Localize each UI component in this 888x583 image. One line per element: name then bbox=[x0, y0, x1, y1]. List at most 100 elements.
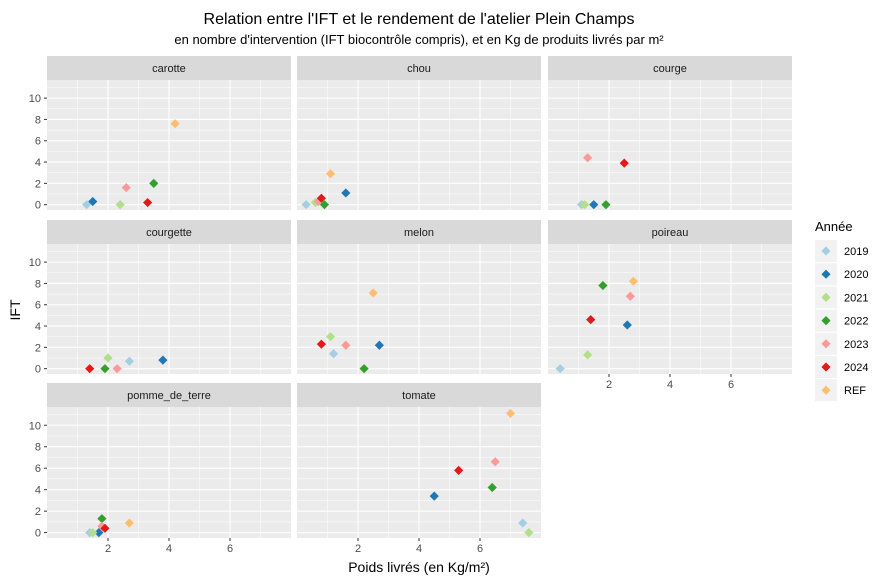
data-point-pomme_de_terre-2021 bbox=[88, 528, 98, 538]
data-point-poireau-2020 bbox=[622, 320, 632, 330]
data-point-courge-2024 bbox=[619, 158, 629, 168]
y-tick-label: 0 bbox=[35, 528, 41, 540]
data-point-melon-2024 bbox=[316, 339, 326, 349]
data-point-melon-2020 bbox=[374, 340, 384, 350]
y-tick-label: 6 bbox=[35, 300, 41, 312]
facet-strip-label: carotte bbox=[152, 63, 186, 75]
x-tick-label: 4 bbox=[416, 543, 422, 555]
data-point-courge-2022 bbox=[601, 200, 611, 210]
legend-key-2019 bbox=[821, 246, 831, 256]
facet-strip-label: chou bbox=[407, 63, 431, 75]
data-point-courgette-2021 bbox=[103, 353, 113, 363]
x-axis-title: Poids livrés (en Kg/m²) bbox=[348, 559, 490, 575]
y-tick-label: 0 bbox=[35, 200, 41, 212]
facet-strip-label: pomme_de_terre bbox=[127, 390, 211, 402]
x-tick-label: 2 bbox=[355, 543, 361, 555]
data-point-tomate-2021 bbox=[524, 528, 534, 538]
data-point-pomme_de_terre-2024 bbox=[100, 523, 110, 533]
data-point-carotte-2019 bbox=[82, 200, 92, 210]
y-tick-label: 8 bbox=[35, 114, 41, 126]
y-tick-label: 4 bbox=[35, 321, 41, 333]
legend-label-2024: 2024 bbox=[844, 362, 868, 374]
data-point-chou-2022 bbox=[319, 200, 330, 210]
data-point-poireau-REF bbox=[628, 276, 638, 286]
legend-key-2021 bbox=[821, 292, 831, 302]
data-point-poireau-2019 bbox=[555, 364, 565, 374]
legend-label-2019: 2019 bbox=[844, 246, 868, 258]
y-tick-label: 8 bbox=[35, 278, 41, 290]
x-tick-label: 2 bbox=[105, 543, 111, 555]
data-point-carotte-2022 bbox=[149, 178, 159, 188]
data-point-melon-2019 bbox=[329, 349, 339, 359]
facet-strip bbox=[47, 56, 291, 80]
data-point-tomate-2022 bbox=[487, 482, 497, 493]
data-point-courge-2023 bbox=[583, 153, 593, 163]
data-point-chou-2020 bbox=[341, 188, 351, 198]
legend: Année 2019 2020 2021 2022 2023 2024 REF bbox=[815, 219, 868, 402]
data-point-courge-2020 bbox=[589, 200, 599, 210]
chart-subtitle: en nombre d'intervention (IFT biocontrôl… bbox=[174, 32, 664, 47]
legend-key-2020 bbox=[821, 269, 831, 279]
x-tick-label: 2 bbox=[606, 379, 612, 391]
facet-strip-label: poireau bbox=[652, 227, 689, 239]
y-tick-label: 6 bbox=[35, 463, 41, 475]
facet-strip bbox=[297, 220, 541, 244]
y-tick-label: 4 bbox=[35, 485, 41, 497]
facet-melon: melon bbox=[297, 220, 541, 374]
legend-key-REF bbox=[821, 385, 831, 395]
data-point-tomate-2019 bbox=[518, 518, 528, 528]
data-point-melon-2021 bbox=[325, 332, 336, 342]
data-point-carotte-2020 bbox=[88, 196, 98, 207]
y-tick-label: 6 bbox=[35, 136, 41, 148]
data-point-tomate-2024 bbox=[454, 465, 464, 475]
facet-strip bbox=[297, 56, 541, 80]
data-point-poireau-2021 bbox=[583, 350, 593, 360]
facet-panels: carotte 0 2 4 6 8 10 chou courge courgette 0 2 4 6 8 10… bbox=[29, 56, 792, 555]
facet-strip bbox=[47, 220, 291, 244]
chart-title: Relation entre l'IFT et le rendement de … bbox=[204, 11, 635, 28]
y-axis-title: IFT bbox=[7, 299, 23, 320]
facet-strip-label: courgette bbox=[146, 227, 192, 239]
data-point-chou-2024 bbox=[316, 193, 326, 203]
legend-label-REF: REF bbox=[844, 385, 866, 397]
facet-courge: courge bbox=[548, 56, 792, 210]
facet-carotte: carotte 0 2 4 6 8 10 bbox=[29, 56, 291, 212]
data-point-courge-2021 bbox=[580, 200, 590, 210]
y-tick-label: 2 bbox=[35, 342, 41, 354]
facet-strip-label: melon bbox=[404, 227, 434, 239]
data-point-courgette-2024 bbox=[85, 364, 95, 374]
y-tick-label: 2 bbox=[35, 506, 41, 518]
facet-strip bbox=[548, 220, 792, 244]
data-point-carotte-REF bbox=[170, 119, 180, 129]
x-tick-label: 6 bbox=[227, 543, 233, 555]
x-tick-label: 4 bbox=[667, 379, 673, 391]
data-point-pomme_de_terre-REF bbox=[124, 518, 134, 528]
facet-pomme_de_terre: pomme_de_terre 0 2 4 6 8 10 2 4 6 bbox=[29, 383, 291, 555]
data-point-carotte-2021 bbox=[115, 200, 125, 210]
data-point-courgette-2022 bbox=[100, 364, 110, 374]
data-point-pomme_de_terre-2022 bbox=[97, 514, 107, 524]
x-tick-label: 6 bbox=[728, 379, 734, 391]
data-point-poireau-2024 bbox=[586, 315, 596, 325]
y-tick-label: 10 bbox=[29, 93, 41, 105]
facet-strip bbox=[47, 383, 291, 407]
facet-strip-label: courge bbox=[653, 63, 687, 75]
data-point-melon-2023 bbox=[341, 340, 351, 350]
legend-label-2021: 2021 bbox=[844, 292, 868, 304]
data-point-carotte-2023 bbox=[121, 183, 131, 193]
legend-title: Année bbox=[815, 219, 853, 234]
data-point-poireau-2023 bbox=[625, 291, 635, 301]
data-point-tomate-REF bbox=[505, 408, 516, 419]
facet-poireau: poireau 2 4 6 bbox=[548, 220, 792, 391]
y-tick-label: 10 bbox=[29, 257, 41, 269]
legend-key-2022 bbox=[821, 316, 831, 326]
facet-strip-label: tomate bbox=[402, 390, 436, 402]
legend-key-2023 bbox=[821, 339, 831, 349]
x-tick-label: 4 bbox=[166, 543, 172, 555]
data-point-courgette-2023 bbox=[112, 364, 122, 374]
legend-key-2024 bbox=[821, 362, 831, 372]
y-tick-label: 0 bbox=[35, 364, 41, 376]
legend-label-2023: 2023 bbox=[844, 339, 868, 351]
data-point-chou-REF bbox=[325, 169, 336, 179]
